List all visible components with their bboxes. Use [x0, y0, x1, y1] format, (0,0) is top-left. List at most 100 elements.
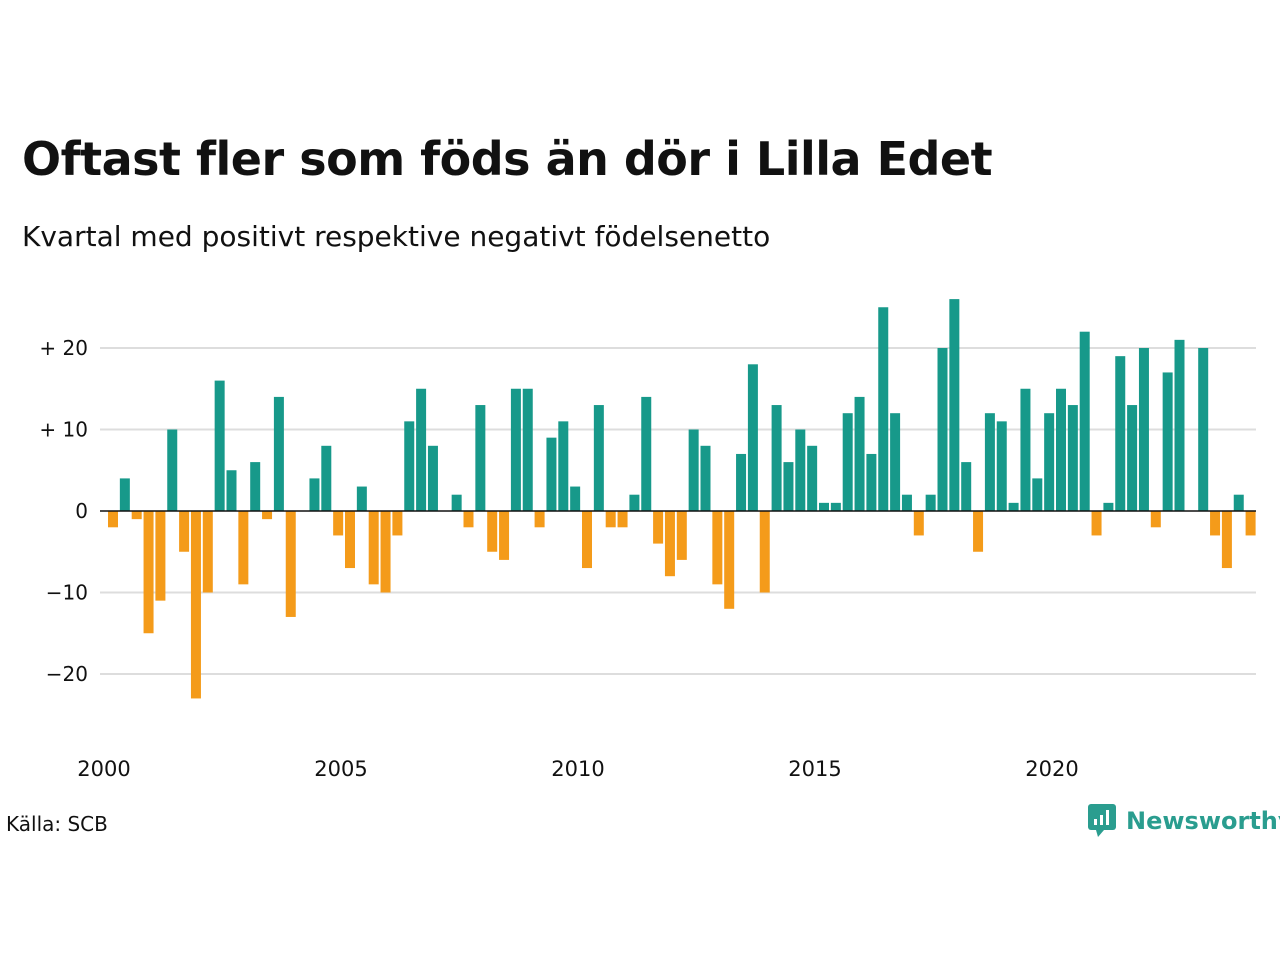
bar-negative: [392, 511, 403, 536]
bar-negative: [605, 511, 616, 528]
newsworthy-logo: Newsworthy: [1088, 804, 1280, 838]
bar-positive: [226, 470, 237, 511]
y-tick-label: −10: [46, 581, 88, 605]
bar-positive: [356, 486, 367, 511]
bar-negative: [131, 511, 142, 520]
bar-negative: [1091, 511, 1102, 536]
x-tick-label: 2015: [788, 757, 841, 781]
bar-negative: [1210, 511, 1221, 536]
bar-positive: [273, 396, 284, 511]
bar-positive: [416, 388, 427, 511]
bar-positive: [1127, 405, 1138, 511]
bar-negative: [202, 511, 213, 593]
bar-positive: [570, 486, 581, 511]
bar-positive: [1103, 502, 1114, 511]
bar-positive: [1020, 388, 1031, 511]
bar-negative: [143, 511, 154, 634]
bar-negative: [499, 511, 510, 560]
newsworthy-icon: [1088, 804, 1116, 837]
bar-positive: [795, 429, 806, 511]
bar-positive: [1008, 502, 1019, 511]
brand-name: Newsworthy: [1126, 807, 1280, 835]
bar-positive: [167, 429, 178, 511]
bar-positive: [510, 388, 521, 511]
bar-positive: [890, 413, 901, 511]
bar-positive: [1162, 372, 1173, 511]
bar-negative: [724, 511, 735, 609]
bar-positive: [937, 348, 948, 511]
x-tick-label: 2010: [551, 757, 604, 781]
bar-positive: [866, 453, 877, 511]
x-tick-label: 2000: [77, 757, 130, 781]
bar-negative: [108, 511, 118, 528]
bar-positive: [1056, 388, 1066, 511]
bar-negative: [534, 511, 545, 528]
bar-positive: [700, 445, 711, 511]
bar-positive: [546, 437, 557, 511]
bar-negative: [913, 511, 924, 536]
bar-positive: [641, 396, 652, 511]
bar-negative: [759, 511, 770, 593]
bar-positive: [984, 413, 995, 511]
bar-negative: [973, 511, 984, 552]
y-tick-labels: + 20 + 10 0 −10 −20: [39, 336, 88, 686]
bar-negative: [238, 511, 249, 585]
bar-positive: [807, 445, 818, 511]
bar-positive: [1115, 356, 1126, 511]
chart-subtitle: Kvartal med positivt respektive negativt…: [22, 220, 771, 253]
bar-negative: [653, 511, 664, 544]
bar-positive: [558, 421, 569, 511]
bar-positive: [688, 429, 699, 511]
bar-negative: [190, 511, 201, 699]
bar-negative: [333, 511, 344, 536]
bar-positive: [854, 396, 865, 511]
bar-positive: [901, 494, 912, 511]
bars: [108, 299, 1256, 699]
bar-negative: [487, 511, 498, 552]
bar-positive: [996, 421, 1007, 511]
bar-positive: [1067, 405, 1078, 511]
bar-positive: [830, 502, 841, 511]
bar-negative: [1150, 511, 1161, 528]
bar-positive: [1198, 348, 1209, 511]
bar-negative: [617, 511, 628, 528]
bar-positive: [475, 405, 486, 511]
bar-negative: [582, 511, 592, 569]
bar-positive: [1174, 339, 1185, 511]
y-tick-label: + 20: [39, 336, 88, 360]
bar-positive: [736, 453, 747, 511]
bar-positive: [878, 307, 889, 511]
bar-positive: [629, 494, 640, 511]
bar-negative: [1245, 511, 1256, 536]
bar-negative: [664, 511, 675, 577]
bar-positive: [214, 380, 225, 511]
y-tick-label: + 10: [39, 418, 88, 442]
bar-positive: [949, 299, 960, 511]
bar-positive: [404, 421, 415, 511]
bar-negative: [155, 511, 166, 601]
bar-negative: [262, 511, 273, 520]
x-tick-labels: 2000 2005 2010 2015 2020: [77, 757, 1078, 781]
x-tick-label: 2020: [1025, 757, 1078, 781]
bar-positive: [451, 494, 462, 511]
bar-negative: [285, 511, 296, 617]
bar-positive: [771, 405, 782, 511]
bar-positive: [522, 388, 533, 511]
x-tick-label: 2005: [314, 757, 367, 781]
bar-positive: [1138, 348, 1149, 511]
bar-positive: [1032, 478, 1043, 511]
bar-positive: [1044, 413, 1055, 511]
bar-positive: [321, 445, 332, 511]
bar-negative: [712, 511, 723, 585]
bar-positive: [593, 405, 604, 511]
bar-negative: [1221, 511, 1232, 569]
bar-positive: [119, 478, 130, 511]
bar-positive: [783, 462, 794, 511]
bar-negative: [179, 511, 190, 552]
bar-negative: [345, 511, 355, 569]
bar-negative: [676, 511, 687, 560]
bar-positive: [819, 502, 829, 511]
chart-title: Oftast fler som föds än dör i Lilla Edet: [22, 132, 993, 186]
bar-positive: [925, 494, 936, 511]
